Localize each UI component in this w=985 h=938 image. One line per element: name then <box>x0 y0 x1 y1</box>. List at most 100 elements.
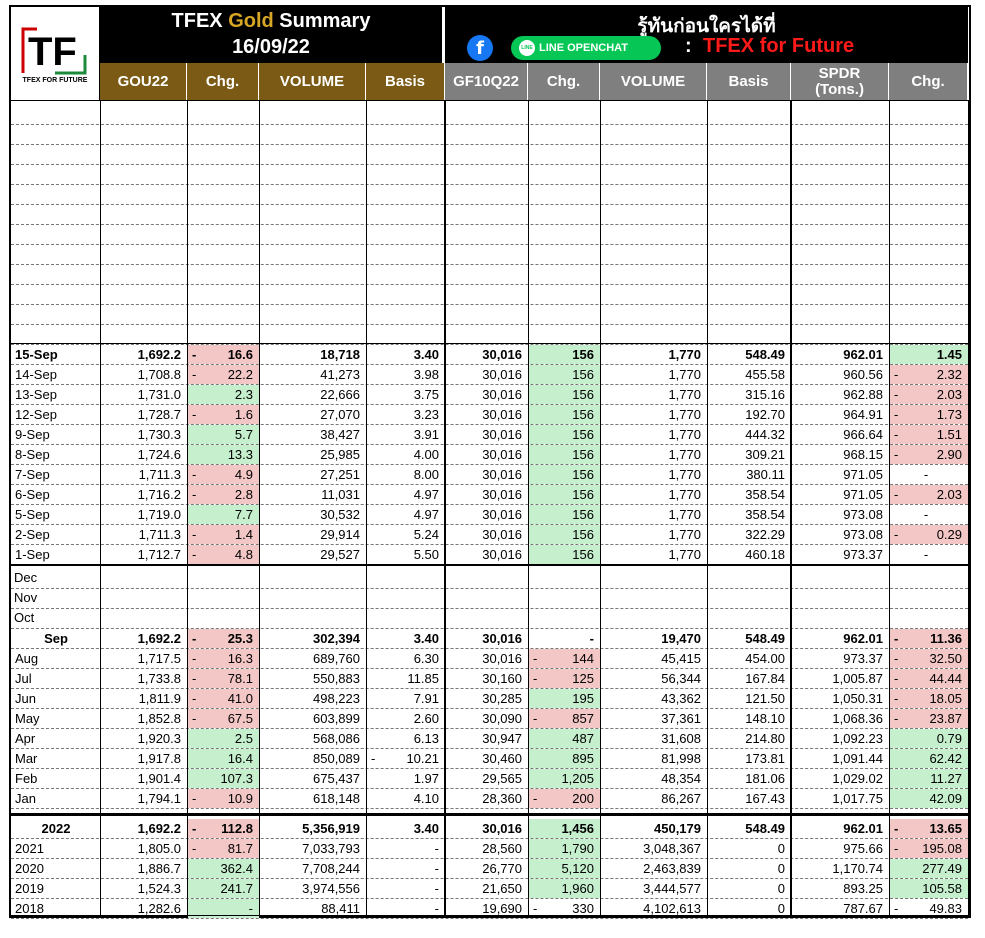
gf10q22-change: 156 <box>529 545 600 564</box>
gou22-basis: - <box>434 841 439 856</box>
column-header[interactable]: Chg. <box>528 63 600 100</box>
gf10q22-change: 144 <box>529 649 600 668</box>
spdr-tons: 962.01 <box>843 347 883 362</box>
line-openchat-button[interactable]: LINE LINE OPENCHAT <box>511 36 661 60</box>
gf10q22-price: 30,016 <box>482 407 522 422</box>
gou22-price: 1,692.2 <box>137 631 181 646</box>
gf10q22-volume: 1,770 <box>668 467 701 482</box>
gf10q22-price: 28,560 <box>482 841 522 856</box>
row-divider <box>11 244 968 245</box>
left-border <box>10 7 11 915</box>
column-header[interactable]: VOLUME <box>600 63 707 100</box>
column-header[interactable]: GOU22 <box>100 63 187 100</box>
gf10q22-change: 156 <box>529 485 600 504</box>
gou22-volume: 550,883 <box>313 671 360 686</box>
gou22-price: 1,724.6 <box>137 447 181 462</box>
row-label: 15-Sep <box>15 347 58 362</box>
gou22-volume: 7,708,244 <box>302 861 360 876</box>
row-divider <box>11 164 968 165</box>
gf10q22-change: 1,790 <box>529 839 600 858</box>
gf10q22-volume: 1,770 <box>668 347 701 362</box>
gf10q22-price: 30,016 <box>482 487 522 502</box>
gf10q22-volume: 1,770 <box>668 487 701 502</box>
column-divider <box>790 100 792 915</box>
row-label: Apr <box>15 731 36 746</box>
column-header[interactable]: GF10Q22 <box>445 63 528 100</box>
gf10q22-change: 1,456 <box>529 819 600 838</box>
gou22-volume: 27,251 <box>320 467 360 482</box>
gou22-volume: 689,760 <box>313 651 360 666</box>
gou22-price: 1,692.2 <box>137 347 181 362</box>
gf10q22-volume: 45,415 <box>661 651 701 666</box>
summary-sheet <box>9 5 971 918</box>
gf10q22-change: 895 <box>529 749 600 768</box>
row-label: Jun <box>15 691 36 706</box>
gf10q22-price: 30,090 <box>482 711 522 726</box>
gou22-volume: 568,086 <box>313 731 360 746</box>
column-header[interactable]: Chg. <box>187 63 259 100</box>
gou22-change: - <box>188 899 259 918</box>
report-date: 16/09/22 <box>232 36 310 58</box>
spdr-tons: 1,029.02 <box>832 771 883 786</box>
spdr-tons: 962.01 <box>843 821 883 836</box>
gf10q22-volume: 3,048,367 <box>643 841 701 856</box>
column-header[interactable]: Basis <box>366 63 445 100</box>
spdr-change: - <box>923 547 929 562</box>
gf10q22-basis: 0 <box>777 841 785 856</box>
gf10q22-volume: 1,770 <box>668 407 701 422</box>
column-header[interactable]: VOLUME <box>259 63 366 100</box>
row-label: 2020 <box>15 861 44 876</box>
row-divider <box>11 384 968 385</box>
gf10q22-basis: 181.06 <box>745 771 785 786</box>
column-divider <box>707 100 708 915</box>
gf10q22-volume: 43,362 <box>661 691 701 706</box>
gou22-volume: 30,532 <box>320 507 360 522</box>
gf10q22-change: 156 <box>529 505 600 524</box>
gf10q22-price: 30,016 <box>482 651 522 666</box>
column-header[interactable]: Basis <box>707 63 791 100</box>
spdr-change: 105.58 <box>890 879 968 898</box>
spdr-change: 0.29 <box>890 525 968 544</box>
title-prefix: TFEX <box>171 10 229 32</box>
gou22-change: 1.4 <box>188 525 259 544</box>
gf10q22-price: 30,016 <box>482 527 522 542</box>
row-divider <box>11 364 968 365</box>
gf10q22-volume: 1,770 <box>668 387 701 402</box>
row-divider <box>11 284 968 285</box>
gou22-price: 1,730.3 <box>137 427 181 442</box>
spdr-tons: 973.08 <box>843 507 883 522</box>
gou22-change: 67.5 <box>188 709 259 728</box>
gf10q22-price: 21,650 <box>482 881 522 896</box>
row-label: Aug <box>15 651 39 666</box>
gf10q22-basis: 455.58 <box>745 367 785 382</box>
row-label: 14-Sep <box>15 367 57 382</box>
row-divider <box>11 524 968 525</box>
column-header[interactable]: Chg. <box>889 63 968 100</box>
gou22-volume: 302,394 <box>313 631 360 646</box>
section-divider <box>10 564 969 566</box>
spdr-change: 62.42 <box>890 749 968 768</box>
gou22-basis: 5.50 <box>413 547 439 562</box>
gou22-change: 241.7 <box>188 879 259 898</box>
row-divider <box>11 878 968 879</box>
tfex-for-future-logo: TF TFEX FOR FUTURE <box>11 7 100 100</box>
gf10q22-price: 30,016 <box>482 547 522 562</box>
row-divider <box>11 838 968 839</box>
facebook-icon[interactable]: f <box>467 35 493 61</box>
gf10q22-basis: 322.29 <box>745 527 785 542</box>
gou22-basis: 1.97 <box>413 771 439 786</box>
gf10q22-price: 30,016 <box>482 427 522 442</box>
gou22-basis: 8.00 <box>413 467 439 482</box>
row-divider <box>11 808 968 809</box>
row-label: 9-Sep <box>15 427 50 442</box>
colon-separator: : <box>685 35 692 57</box>
gou22-volume: 603,899 <box>313 711 360 726</box>
column-header[interactable]: SPDR (Tons.) <box>791 63 889 100</box>
row-divider <box>11 324 968 325</box>
gf10q22-basis: 548.49 <box>745 347 785 362</box>
gf10q22-basis: 460.18 <box>745 547 785 562</box>
gf10q22-change: 195 <box>529 689 600 708</box>
gf10q22-basis: 315.16 <box>745 387 785 402</box>
spdr-tons: 971.05 <box>843 487 883 502</box>
gou22-price: 1,901.4 <box>137 771 181 786</box>
